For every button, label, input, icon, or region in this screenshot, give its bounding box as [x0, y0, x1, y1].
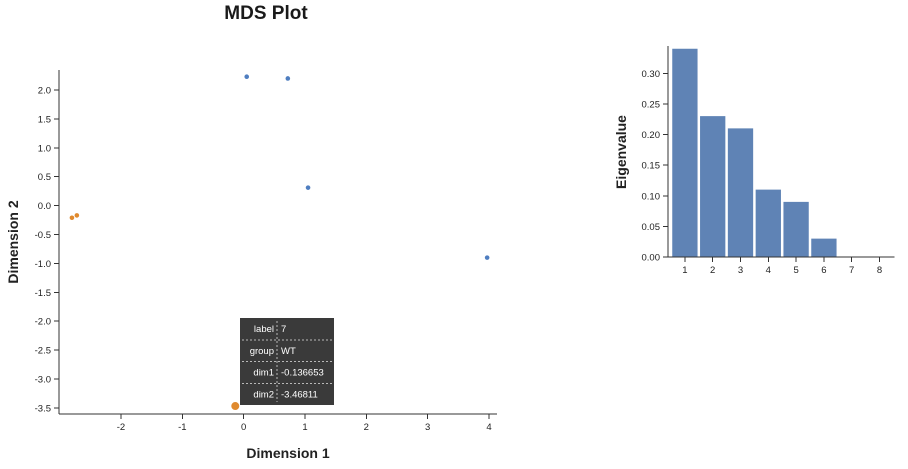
- bar-x-tick-label: 8: [877, 265, 882, 276]
- bar-x-tick-label: 2: [710, 265, 715, 276]
- bar-y-tick-label: 0.20: [642, 130, 661, 141]
- scatter-x-tick-label: 2: [364, 422, 369, 433]
- eigenvalue-bar[interactable]: [755, 189, 781, 257]
- bar-x-tick-label: 7: [849, 265, 854, 276]
- scatter-y-tick-label: 0.5: [38, 172, 51, 183]
- scatter-x-tick-label: 1: [302, 422, 307, 433]
- eigenvalue-bar[interactable]: [727, 128, 754, 257]
- scatter-y-tick-label: 2.0: [38, 86, 51, 97]
- scatter-x-tick-label: 3: [425, 422, 430, 433]
- bar-x-tick-label: 3: [738, 265, 743, 276]
- scatter-x-tick-label: 4: [486, 422, 491, 433]
- bar-y-tick-label: 0.10: [642, 191, 661, 202]
- eigenvalue-bar[interactable]: [783, 201, 809, 257]
- scatter-y-tick-label: 0.0: [38, 201, 51, 212]
- scatter-y-tick-label: -1.5: [35, 288, 51, 299]
- bar-x-tick-label: 6: [821, 265, 826, 276]
- bar-x-tick-label: 1: [682, 265, 687, 276]
- tooltip-value-dim1: -0.136653: [281, 368, 324, 379]
- scatter-point[interactable]: [69, 215, 75, 221]
- scatter-x-tick-label: -1: [178, 422, 186, 433]
- bar-x-tick-label: 5: [793, 265, 798, 276]
- bar-y-axis-title: Eigenvalue: [613, 115, 629, 189]
- mds-scatter-plot: 2.0 1.5 1.0 0.5 0.0 -0.5 -1.0 -1.5 -2.0 -2.5 -3.0 -…: [5, 70, 497, 461]
- plot-title: MDS Plot: [224, 3, 308, 24]
- bar-x-tick-label: 4: [766, 265, 771, 276]
- scatter-point[interactable]: [74, 213, 80, 218]
- point-tooltip: label 7 group WT dim1 -0.136653 dim2 -3.46811: [240, 318, 334, 405]
- scatter-y-tick-label: 1.5: [38, 114, 51, 125]
- scatter-point[interactable]: [484, 255, 490, 260]
- bar-y-tick-label: 0.30: [642, 69, 661, 80]
- scatter-x-axis-title: Dimension 1: [246, 445, 329, 461]
- scatter-y-tick-label: -2.5: [35, 346, 51, 357]
- scatter-y-tick-label: -0.5: [35, 230, 51, 241]
- bar-y-tick-label: 0.15: [642, 161, 661, 172]
- scatter-point-highlighted[interactable]: [231, 402, 240, 411]
- tooltip-value-dim2: -3.46811: [281, 389, 318, 400]
- scatter-point[interactable]: [305, 185, 311, 190]
- eigenvalue-bar-chart: 0.00 0.05 0.10 0.15 0.20 0.25 0.30 1 2 3 4 5 6 7 8 Eig…: [613, 46, 895, 276]
- tooltip-value-label: 7: [281, 324, 286, 335]
- tooltip-key-group: group: [250, 346, 274, 357]
- scatter-y-tick-label: -2.0: [35, 317, 51, 328]
- eigenvalue-bar[interactable]: [700, 116, 726, 257]
- bar-y-tick-label: 0.25: [642, 99, 661, 110]
- scatter-y-axis-title: Dimension 2: [5, 200, 21, 283]
- tooltip-key-label: label: [254, 324, 274, 335]
- scatter-y-tick-label: -1.0: [35, 259, 51, 270]
- scatter-y-tick-label: 1.0: [38, 143, 51, 154]
- eigenvalue-bar[interactable]: [811, 238, 837, 257]
- scatter-x-tick-label: 0: [241, 422, 246, 433]
- scatter-point[interactable]: [285, 76, 291, 81]
- eigenvalue-bar[interactable]: [672, 48, 698, 257]
- tooltip-value-group: WT: [281, 346, 296, 357]
- tooltip-key-dim1: dim1: [253, 368, 274, 379]
- scatter-point[interactable]: [244, 74, 250, 80]
- scatter-y-tick-label: -3.0: [35, 375, 51, 386]
- scatter-y-tick-label: -3.5: [35, 403, 51, 414]
- tooltip-key-dim2: dim2: [253, 389, 274, 400]
- scatter-x-tick-label: -2: [117, 422, 125, 433]
- bar-y-tick-label: 0.05: [642, 222, 661, 233]
- bar-y-tick-label: 0.00: [642, 253, 661, 264]
